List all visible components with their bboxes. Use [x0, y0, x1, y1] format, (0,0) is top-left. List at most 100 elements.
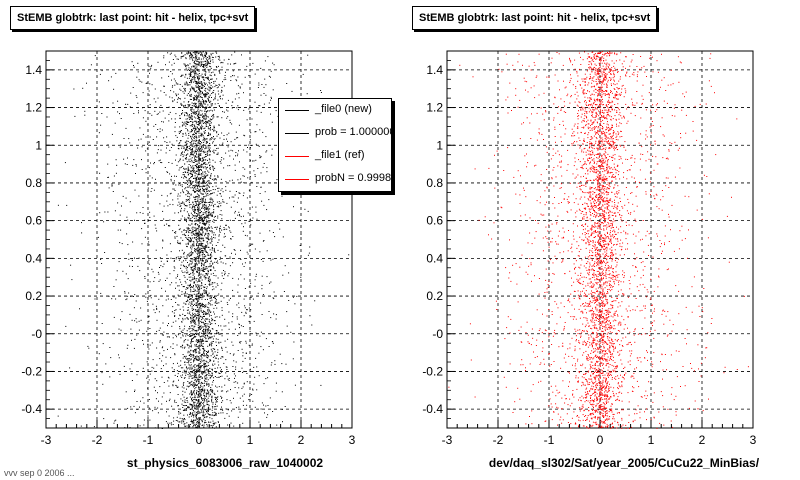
- data-point: [218, 421, 219, 423]
- data-point: [218, 124, 220, 126]
- data-point: [173, 270, 175, 272]
- data-point: [187, 137, 189, 139]
- data-point: [198, 240, 200, 242]
- data-point: [190, 152, 191, 154]
- data-point: [223, 297, 225, 299]
- data-point: [204, 212, 206, 214]
- data-point: [202, 230, 203, 232]
- data-point: [201, 378, 203, 379]
- data-point: [201, 64, 203, 66]
- data-point: [155, 305, 157, 307]
- data-point: [203, 94, 205, 96]
- data-point: [198, 151, 200, 153]
- data-point: [196, 83, 198, 85]
- data-point: [210, 344, 212, 346]
- data-point: [293, 206, 294, 208]
- data-point: [219, 214, 221, 215]
- data-point: [165, 356, 167, 358]
- data-point: [158, 145, 160, 147]
- data-point: [163, 92, 165, 93]
- data-point: [206, 277, 208, 279]
- data-point: [190, 229, 192, 231]
- data-point: [168, 106, 170, 108]
- data-point: [243, 175, 245, 177]
- data-point: [225, 152, 227, 154]
- data-point: [170, 424, 172, 426]
- data-point: [170, 257, 172, 259]
- data-point: [194, 208, 196, 210]
- data-point: [219, 144, 220, 146]
- data-point: [199, 117, 201, 118]
- data-point: [235, 62, 237, 64]
- data-point: [198, 403, 200, 405]
- data-point: [267, 414, 269, 416]
- data-point: [179, 417, 181, 419]
- data-point: [183, 256, 185, 258]
- data-point: [115, 279, 117, 281]
- data-point: [150, 162, 151, 164]
- data-point: [198, 345, 200, 347]
- data-point: [198, 390, 200, 392]
- data-point: [193, 138, 195, 140]
- data-point: [200, 75, 202, 77]
- data-point: [190, 364, 192, 366]
- data-point: [188, 115, 190, 117]
- data-point: [197, 142, 199, 144]
- data-point: [193, 78, 195, 80]
- data-point: [197, 178, 199, 180]
- data-point: [284, 406, 286, 407]
- data-point: [204, 64, 206, 65]
- data-point: [133, 113, 135, 114]
- data-point: [248, 75, 250, 77]
- data-point: [189, 206, 191, 208]
- data-point: [184, 325, 186, 327]
- data-point: [201, 135, 202, 137]
- data-point: [218, 55, 220, 57]
- data-point: [211, 328, 213, 330]
- data-point: [172, 337, 174, 339]
- data-point: [170, 357, 172, 359]
- data-point: [286, 83, 288, 84]
- data-point: [202, 243, 204, 245]
- data-point: [163, 121, 164, 123]
- data-point: [203, 402, 205, 404]
- data-point: [204, 250, 206, 252]
- data-point: [200, 211, 202, 212]
- data-point: [187, 171, 189, 173]
- data-point: [193, 326, 195, 328]
- data-point: [189, 147, 191, 149]
- data-point: [211, 409, 213, 411]
- data-point: [180, 202, 182, 204]
- data-point: [178, 259, 180, 261]
- data-point: [202, 413, 204, 415]
- data-point: [201, 419, 203, 421]
- data-point: [163, 263, 165, 265]
- data-point: [163, 55, 165, 57]
- data-point: [192, 143, 194, 145]
- data-point: [264, 60, 266, 62]
- data-point: [187, 167, 189, 169]
- data-point: [189, 72, 191, 74]
- data-point: [256, 186, 258, 187]
- data-point: [198, 403, 200, 405]
- data-point: [190, 93, 192, 95]
- data-point: [179, 220, 181, 222]
- data-point: [195, 305, 197, 307]
- data-point: [191, 248, 193, 250]
- data-point: [201, 353, 203, 355]
- data-point: [279, 353, 281, 355]
- data-point: [204, 390, 206, 391]
- data-point: [204, 96, 205, 98]
- data-point: [183, 382, 185, 383]
- data-point: [218, 86, 219, 88]
- data-point: [197, 296, 199, 298]
- data-point: [191, 116, 193, 118]
- data-point: [201, 186, 203, 188]
- data-point: [201, 372, 203, 374]
- data-point: [201, 284, 203, 286]
- data-point: [222, 201, 224, 203]
- data-point: [191, 58, 193, 60]
- data-point: [192, 274, 194, 276]
- data-point: [248, 220, 250, 222]
- data-point: [204, 205, 206, 207]
